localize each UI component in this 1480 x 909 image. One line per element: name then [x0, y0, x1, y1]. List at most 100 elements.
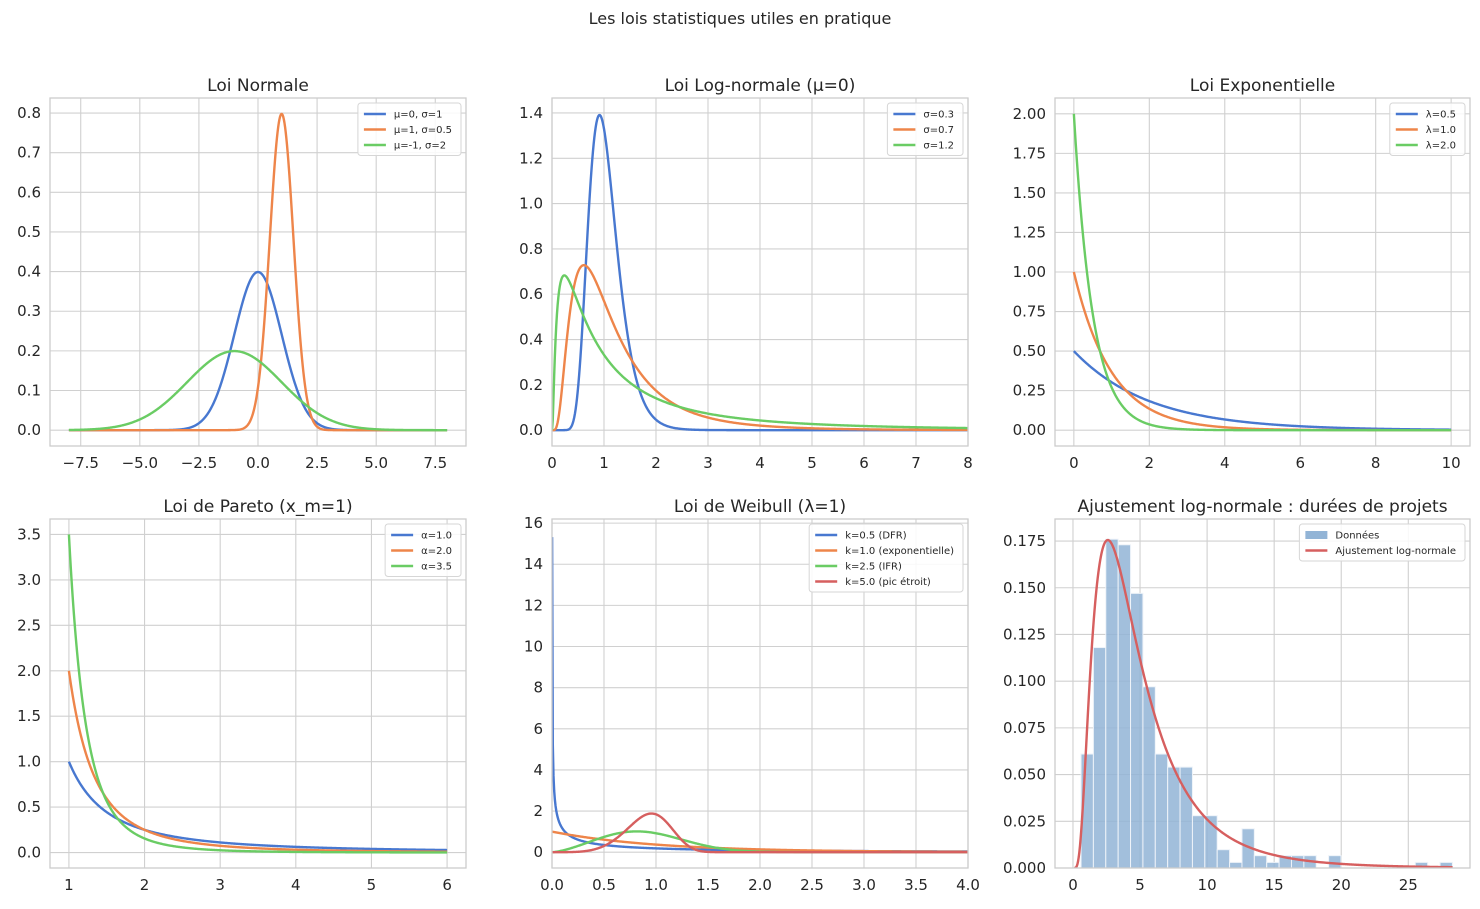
histogram-bar: [1092, 647, 1107, 868]
subplot-6: 0 5 10 15 20 25 0.000 0.025 0.050 0.075 0.100 0.125…: [1003, 497, 1471, 894]
histogram-bar: [1167, 766, 1181, 868]
y-tick-label: 0.100: [1003, 672, 1046, 690]
x-tick-label: 10: [1198, 876, 1217, 894]
histogram-bar: [1204, 815, 1218, 868]
y-tick-label: 1.25: [1013, 223, 1046, 241]
y-tick-label: 3.0: [17, 571, 41, 589]
legend: σ=0.3 σ=0.7 σ=1.2: [886, 102, 964, 156]
x-tick-label: 20: [1332, 876, 1351, 894]
x-tick-label: 2: [1145, 454, 1155, 472]
axes-frame: [49, 97, 467, 447]
y-tick-label: 0.5: [17, 223, 41, 241]
y-tick-label: 0.0: [17, 844, 41, 862]
x-tick-label: 10: [1442, 454, 1461, 472]
x-tick-label: 0: [547, 454, 557, 472]
y-tick-label: 0.00: [1013, 421, 1046, 439]
axes-frame: [49, 518, 467, 869]
x-tick-label: 3: [703, 454, 713, 472]
y-tick-label: 8: [533, 679, 543, 697]
y-tick-label: 1.0: [519, 195, 543, 213]
y-tick-label: 0.075: [1003, 719, 1046, 737]
y-tick-label: 0.4: [17, 263, 41, 281]
x-tick-label: 2.5: [800, 876, 824, 894]
y-tick-label: 0.0: [519, 421, 543, 439]
x-tick-label: 4: [1220, 454, 1230, 472]
legend-label: α=1.0: [421, 531, 452, 542]
y-tick-label: 0.050: [1003, 766, 1046, 784]
x-tick-label: 1: [599, 454, 609, 472]
y-tick-label: 14: [524, 555, 543, 573]
y-tick-label: 0.125: [1003, 625, 1046, 643]
x-tick-label: 5.0: [364, 454, 388, 472]
histogram-bar: [1191, 815, 1206, 868]
y-tick-label: 1.50: [1013, 184, 1046, 202]
x-tick-label: −7.5: [63, 454, 99, 472]
series-line: [67, 761, 448, 852]
series-line: [68, 349, 448, 432]
legend-label: μ=0, σ=1: [394, 110, 443, 121]
y-tick-label: 1.75: [1013, 144, 1046, 162]
x-tick-label: 4: [291, 876, 301, 894]
x-tick-label: 3.5: [904, 876, 928, 894]
x-tick-label: 0.0: [540, 876, 564, 894]
x-tick-label: 0: [1069, 454, 1079, 472]
x-tick-label: 3.0: [852, 876, 876, 894]
legend-label: α=3.5: [421, 562, 452, 573]
y-tick-label: 0.000: [1003, 859, 1046, 877]
histogram-bar: [1266, 861, 1280, 868]
x-tick-label: 0.5: [592, 876, 616, 894]
y-tick-label: 0.6: [17, 183, 41, 201]
histogram-bar: [1130, 592, 1144, 868]
histogram-bar: [1253, 855, 1268, 868]
plot-area: [1073, 538, 1454, 868]
histogram-bar: [1414, 861, 1429, 868]
axes-frame: [551, 97, 969, 447]
y-tick-label: 0.2: [519, 376, 543, 394]
legend-box: [1298, 523, 1466, 562]
x-tick-label: 25: [1399, 876, 1418, 894]
plot-area: [552, 537, 968, 854]
y-tick-label: 12: [524, 596, 543, 614]
y-tick-label: 1.2: [519, 149, 543, 167]
legend-label: α=2.0: [421, 546, 452, 557]
x-tick-label: 1.0: [644, 876, 668, 894]
y-tick-label: 2: [533, 802, 543, 820]
legend: λ=0.5 λ=1.0 λ=2.0: [1389, 102, 1466, 156]
x-tick-label: 7: [911, 454, 921, 472]
legend: μ=0, σ=1 μ=1, σ=0.5 μ=-1, σ=2: [357, 102, 462, 156]
legend-patch: [1305, 531, 1328, 539]
legend-box: [886, 102, 964, 156]
plot-area: [1072, 113, 1452, 432]
subplot-title: Loi de Weibull (λ=1): [674, 497, 846, 517]
series-line: [1072, 113, 1452, 432]
plot-area: [68, 112, 448, 432]
subplot-3: 0 2 4 6 8 10 0.00 0.25 0.50 0.75 1.00 1.25 1.50 1.75 2…: [1013, 76, 1471, 472]
x-tick-label: 1.5: [696, 876, 720, 894]
x-tick-label: 8: [1371, 454, 1381, 472]
legend-label: k=0.5 (DFR): [845, 531, 907, 542]
subplot-1: −7.5 −5.0 −2.5 0.0 2.5 5.0 7.5 0.0 0.1 0.2 0.3 0.4 0…: [17, 76, 467, 472]
y-tick-label: 6: [533, 720, 543, 738]
histogram-bar: [1216, 849, 1231, 868]
x-tick-label: 3: [215, 876, 225, 894]
legend: Données Ajustement log-normale: [1298, 523, 1466, 562]
x-tick-label: −2.5: [181, 454, 217, 472]
y-tick-label: 0.8: [519, 240, 543, 258]
y-tick-label: 0.5: [17, 798, 41, 816]
y-tick-label: 0.2: [17, 342, 41, 360]
axes-frame: [551, 518, 969, 869]
figure-title: Les lois statistiques utiles en pratique: [589, 9, 892, 28]
subplot-4: 1 2 3 4 5 6 0.0 0.5 1.0 1.5 2.0 2.5 3.0 3.5 Loi de Par…: [17, 497, 467, 894]
subplot-2: 0 1 2 3 4 5 6 7 8 0.0 0.2 0.4 0.6 0.8 1.0 1.2 1.4 Loi Log…: [519, 76, 973, 472]
y-tick-label: 0.3: [17, 302, 41, 320]
legend-box: [808, 523, 964, 593]
subplot-title: Loi Log-normale (μ=0): [665, 76, 856, 96]
series-line: [1073, 538, 1454, 868]
x-tick-label: 4.0: [956, 876, 980, 894]
axes-frame: [1054, 97, 1471, 447]
legend-box: [1389, 102, 1466, 156]
y-tick-label: 0.175: [1003, 532, 1046, 550]
legend-label: σ=1.2: [923, 141, 954, 152]
legend-label: λ=2.0: [1426, 141, 1456, 152]
